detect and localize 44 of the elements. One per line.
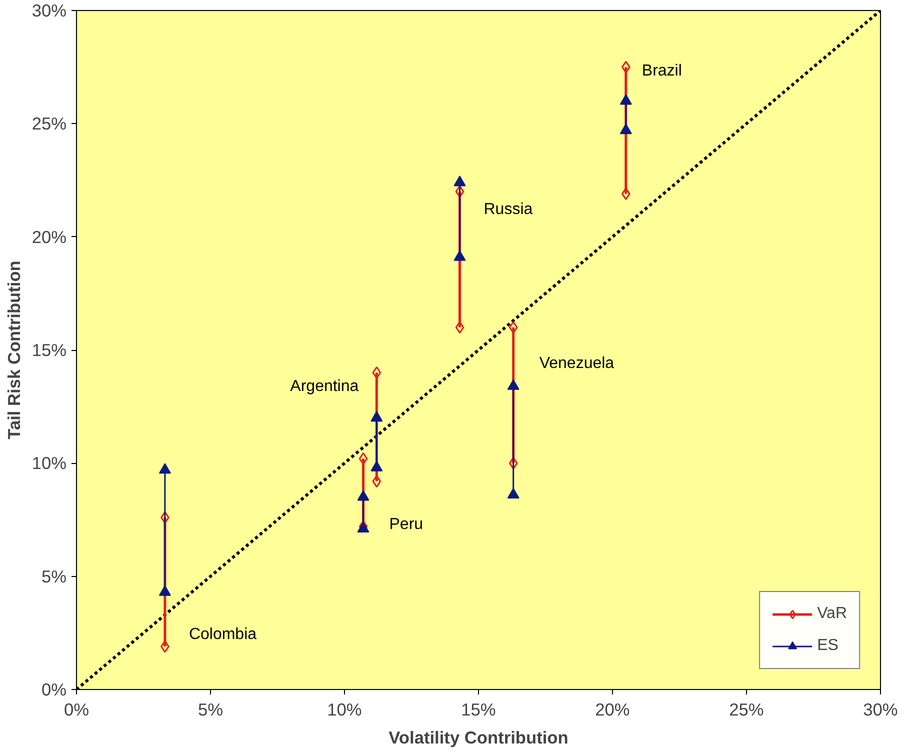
legend-label: VaR [817,605,847,623]
point [158,463,171,474]
annotation: Argentina [290,378,359,396]
point [372,366,382,379]
y-tick-label: 20% [32,226,67,247]
point [620,124,632,134]
x-tick-label: 15% [461,700,496,720]
x-tick-label: 0% [64,700,90,720]
annotation: Russia [484,201,533,218]
point [508,456,518,470]
point [454,176,466,186]
y-tick-label: 25% [32,114,67,134]
point [370,460,383,472]
x-tick-label: 20% [595,700,630,720]
point [455,185,464,198]
point [455,321,464,334]
point [620,94,632,105]
point [508,321,518,334]
annotation: Venezuela [539,354,614,372]
point [507,379,520,390]
y-tick-label: 30% [32,0,67,20]
x-axis-title: Volatility Contribution [388,728,568,748]
x-tick-label: 5% [198,700,224,720]
point [372,475,382,488]
legend-label: ES [817,637,838,655]
point [358,452,368,465]
point [454,250,466,261]
point [370,411,383,422]
y-tick-label: 5% [41,566,66,586]
x-tick-label: 10% [327,700,362,720]
y-tick-label: 0% [41,680,66,700]
x-tick-label: 25% [729,700,764,720]
x-tick-label: 30% [863,700,898,720]
annotation: Colombia [188,626,257,643]
point [158,585,171,596]
annotation: Brazil [642,62,682,80]
y-tick-label: 15% [32,340,67,360]
point [621,60,630,74]
y-tick-label: 10% [32,453,67,474]
point [507,488,520,499]
point [357,490,370,501]
y-axis-title: Tail Risk Contribution [4,260,24,440]
point [621,188,630,200]
annotation: Peru [389,516,424,534]
